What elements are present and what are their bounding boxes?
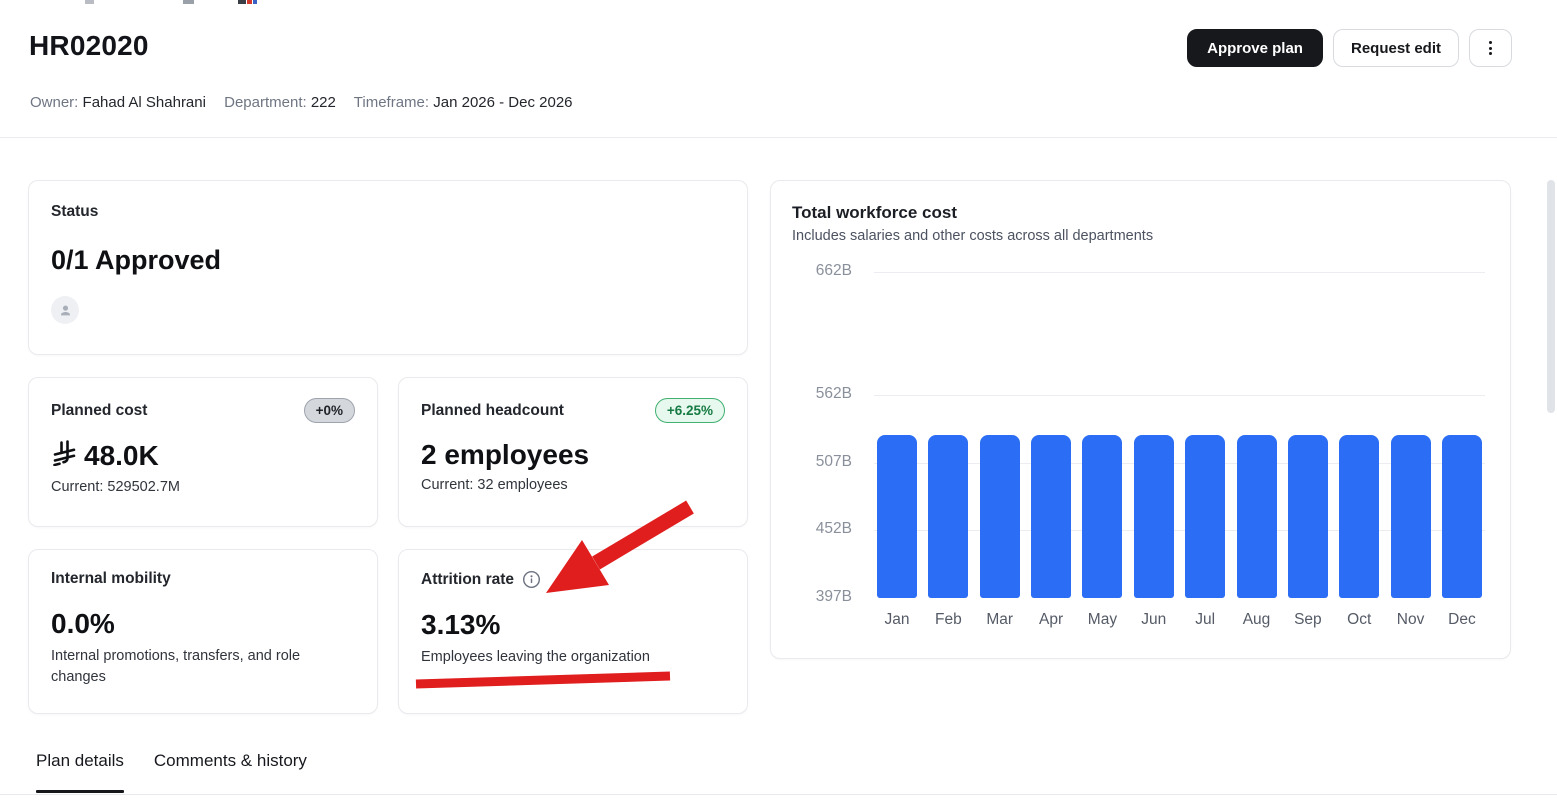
bar-mar: [979, 435, 1020, 598]
x-tick-label: Feb: [935, 611, 962, 628]
chart-subtitle: Includes salaries and other costs across…: [792, 228, 1154, 244]
planned-headcount-value: 2 employees: [421, 439, 590, 470]
x-tick-label: Mar: [986, 611, 1014, 628]
tab-plan-details[interactable]: Plan details: [36, 751, 124, 793]
header-divider: [0, 137, 1557, 138]
chart-title: Total workforce cost: [792, 203, 957, 222]
x-tick-label: Sep: [1294, 611, 1322, 628]
status-value: 0/1 Approved: [51, 245, 222, 275]
internal-mobility-description: Internal promotions, transfers, and role…: [51, 648, 301, 685]
planned-headcount-current: Current: 32 employees: [421, 477, 568, 493]
total-workforce-cost-card: Total workforce cost Includes salaries a…: [770, 180, 1511, 659]
planned-cost-label: Planned cost: [51, 401, 148, 419]
attrition-rate-label: Attrition rate: [421, 570, 514, 588]
department-label: Department:: [224, 94, 307, 111]
planned-headcount-card: Planned headcount +6.25% 2 employees Cur…: [398, 377, 748, 527]
internal-mobility-value: 0.0%: [51, 608, 115, 639]
x-tick-label: Aug: [1242, 611, 1271, 628]
plan-meta: Owner: Fahad Al Shahrani Department: 222…: [30, 94, 587, 111]
person-icon: [60, 305, 70, 315]
info-icon[interactable]: [522, 570, 541, 589]
bar-jul: [1185, 435, 1226, 598]
clipped-badge-fragment: [247, 0, 252, 4]
tab-comments-history[interactable]: Comments & history: [153, 751, 307, 770]
gridline: [874, 462, 1485, 464]
clipped-text-fragment: [85, 0, 94, 4]
approve-plan-button[interactable]: Approve plan: [1187, 29, 1323, 67]
bar-may: [1082, 435, 1123, 598]
bar-oct: [1339, 435, 1380, 598]
timeframe-value: Jan 2026 - Dec 2026: [433, 94, 573, 111]
department-value: 222: [310, 94, 336, 111]
gridline: [874, 395, 1485, 397]
internal-mobility-card: Internal mobility 0.0% Internal promotio…: [28, 549, 378, 714]
x-tick-label: Oct: [1347, 611, 1372, 628]
planned-cost-card: Planned cost +0% 48.0K Current: 529502.7…: [28, 377, 378, 527]
attrition-rate-value: 3.13%: [421, 609, 501, 640]
bar-dec: [1441, 435, 1482, 598]
timeframe-label: Timeframe:: [353, 94, 430, 111]
x-tick-label: Dec: [1448, 611, 1476, 628]
bar-feb: [928, 435, 969, 598]
status-label: Status: [51, 203, 99, 220]
header-actions: Approve plan Request edit: [1187, 29, 1512, 67]
bar-nov: [1390, 435, 1431, 598]
planned-headcount-label: Planned headcount: [421, 401, 564, 419]
vertical-scrollbar-thumb[interactable]: [1547, 180, 1555, 413]
y-tick-label: 562B: [815, 385, 852, 403]
gridline: [874, 272, 1485, 273]
x-tick-label: Jul: [1195, 611, 1216, 628]
owner-value: Fahad Al Shahrani: [82, 94, 206, 111]
page-title: HR02020: [29, 30, 149, 61]
y-tick-label: 662B: [815, 262, 852, 279]
y-tick-label: 452B: [815, 520, 852, 538]
detail-tabs: Plan details Comments & history: [36, 751, 307, 793]
chart-plot: [874, 272, 1485, 598]
attrition-rate-description: Employees leaving the organization: [421, 649, 650, 665]
x-tick-label: May: [1087, 611, 1118, 628]
gridline: [874, 530, 1485, 532]
clipped-icon-fragment: [253, 0, 257, 4]
planned-headcount-badge: +6.25%: [654, 398, 725, 423]
more-actions-button[interactable]: [1469, 29, 1512, 67]
kebab-menu-icon: [1489, 39, 1492, 58]
clipped-text-fragment: [238, 0, 246, 4]
internal-mobility-label: Internal mobility: [51, 570, 171, 587]
chart-x-axis: Jan Feb Mar Apr May Jun Jul Aug Sep Oct Nov Dec: [874, 611, 1485, 629]
bar-jan: [877, 435, 917, 598]
bar-jun: [1133, 435, 1174, 598]
planned-cost-value: 48.0K: [84, 440, 159, 471]
x-tick-label: Jun: [1141, 611, 1167, 628]
owner-label: Owner:: [30, 94, 79, 111]
y-tick-label: 397B: [815, 588, 852, 605]
approver-avatar: [51, 296, 79, 324]
status-card: Status 0/1 Approved: [28, 180, 748, 355]
bar-apr: [1031, 435, 1072, 598]
y-tick-label: 507B: [815, 452, 852, 470]
bar-sep: [1287, 435, 1328, 598]
bar-aug: [1236, 435, 1277, 598]
clipped-text-fragment: [183, 0, 194, 4]
chart-y-axis: 662B 562B 507B 452B 397B: [771, 262, 852, 605]
saudi-riyal-icon: [51, 439, 76, 473]
x-tick-label: Nov: [1396, 611, 1425, 628]
planned-cost-badge: +0%: [303, 398, 355, 423]
request-edit-button[interactable]: Request edit: [1332, 29, 1459, 67]
attrition-rate-card: Attrition rate 3.13% Employees leaving t…: [398, 549, 748, 714]
planned-cost-current: Current: 529502.7M: [51, 479, 180, 495]
tabs-divider: [0, 794, 1557, 795]
x-tick-label: Jan: [884, 611, 910, 628]
bars-container: [874, 272, 1485, 598]
x-tick-label: Apr: [1039, 611, 1064, 628]
